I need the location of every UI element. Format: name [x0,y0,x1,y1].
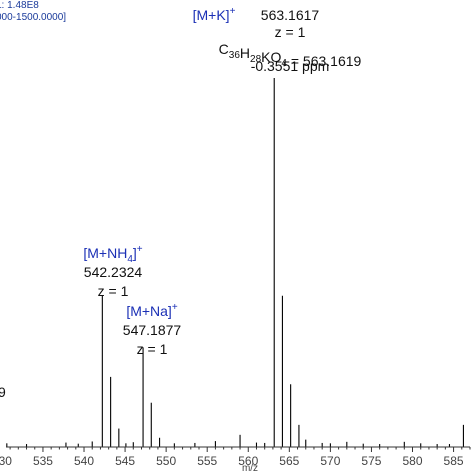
peaks-layer [6,78,464,447]
x-axis-title: m/z [242,463,258,474]
charge-label: z = 1 [98,283,129,299]
x-tick-label: 585 [444,454,464,468]
charge-label: z = 1 [275,24,306,40]
x-tick-label: 550 [156,454,176,468]
charge-label: z = 1 [137,341,168,357]
x-tick-label: 555 [197,454,217,468]
header-line-1: L: 1.48E8 [0,0,39,11]
peak-mz-label: 547.1877 [123,322,182,338]
x-tick-label: 545 [115,454,135,468]
x-tick-label: 535 [33,454,53,468]
x-axis: 530 535 540 545 550 555 560 565 570 575 580 585 [0,446,471,468]
formula-label: C36H28KO4 = 563.1619 [219,41,362,69]
x-tick-label: 565 [279,454,299,468]
x-tick-label: 570 [320,454,340,468]
peak-mz-label: 563.1617 [261,7,320,23]
annotation-542.2324: [M+NH4]+542.2324 z = 1 [83,244,142,299]
x-tick-label: 530 [0,454,12,468]
x-tick-label: 540 [74,454,94,468]
ion-label: [M+K]+ [193,6,236,23]
peak-mz-label: 542.2324 [84,264,143,280]
mass-error-label: -0.3551 ppm [251,58,330,74]
x-tick-label: 575 [361,454,381,468]
header-line-2: 000-1500.0000] [0,12,66,23]
x-tick-label: 580 [402,454,422,468]
ion-label: [M+NH4]+ [83,244,142,265]
x-tick-label: 560 [238,454,258,468]
annotation-547.1877: [M+Na]+ 547.1877 z = 1 [123,302,182,357]
ion-label: [M+Na]+ [126,302,178,319]
cropped-peak-label: 9 [0,384,6,400]
